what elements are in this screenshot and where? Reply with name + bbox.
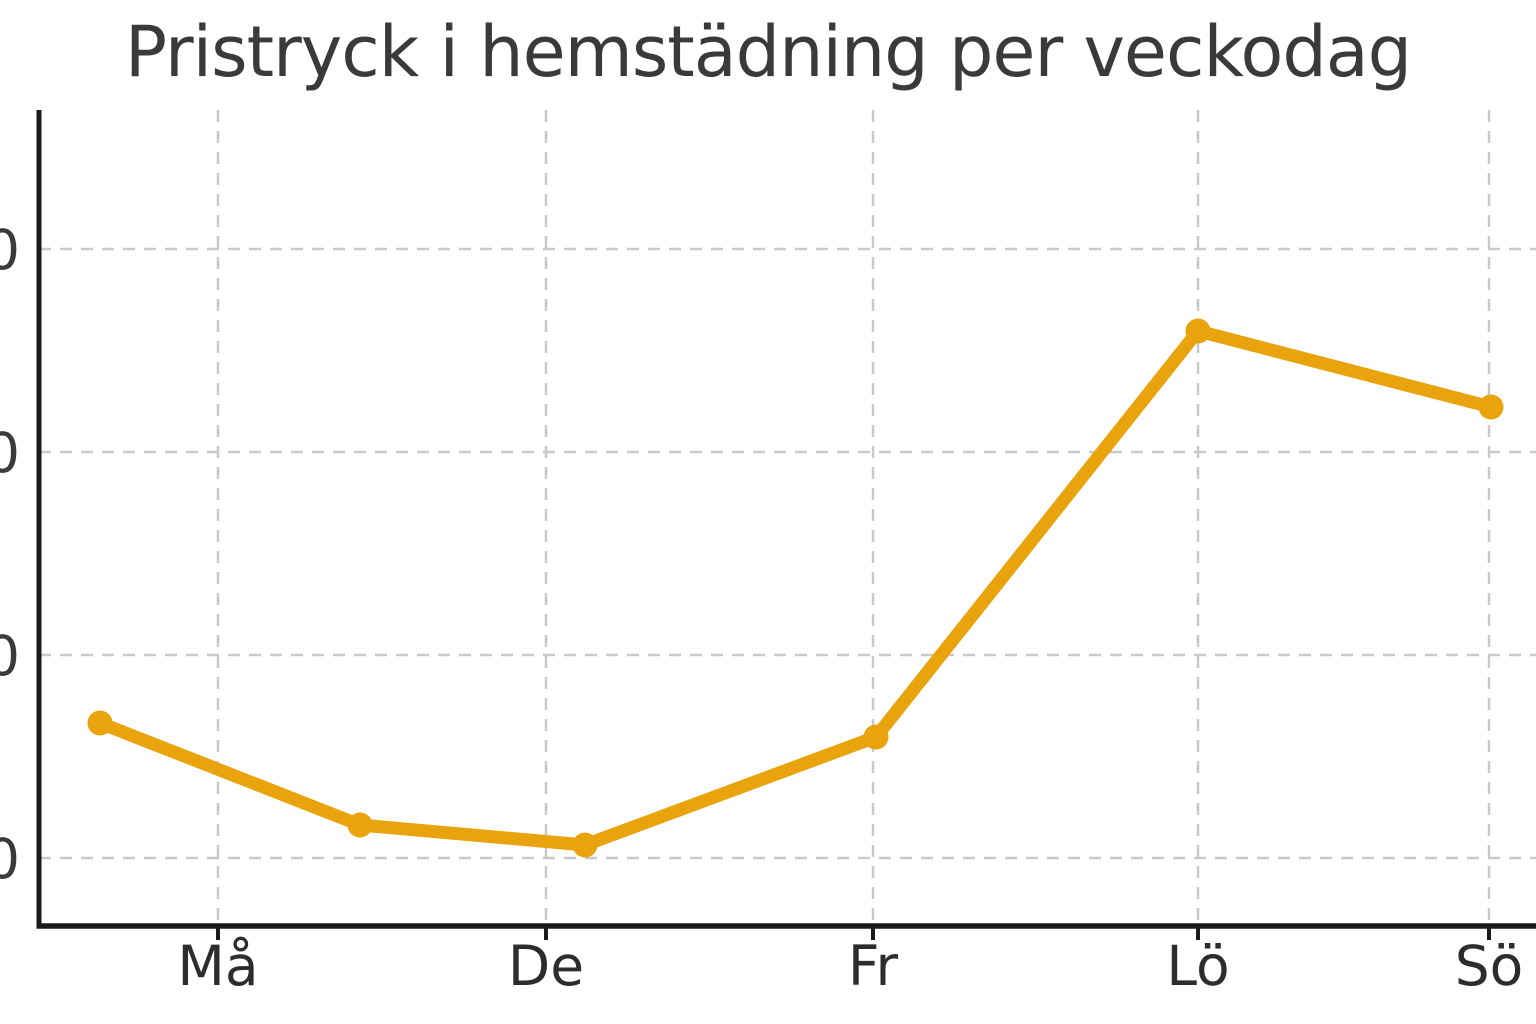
data-point-marker [1185,318,1211,344]
data-point-marker [863,724,889,750]
y-tick-label-clipped: 0 [0,218,20,282]
x-tick-label: Sö [1455,934,1524,998]
x-tick-label: Må [177,934,258,998]
y-tick-label-clipped: 0 [0,421,20,485]
x-tick-label: De [508,934,584,998]
y-tick-label-clipped: 0 [0,624,20,688]
data-point-marker [572,832,598,858]
data-point-marker [87,710,113,736]
data-line [93,324,1498,852]
x-tick-label: Fr [848,934,899,998]
y-tick-label-clipped: 0 [0,827,20,891]
chart-title: Pristryck i hemstädning per veckodag [124,11,1412,93]
data-point-marker [1478,394,1504,420]
data-point-marker [347,812,373,838]
x-tick-label: Lö [1166,934,1229,998]
